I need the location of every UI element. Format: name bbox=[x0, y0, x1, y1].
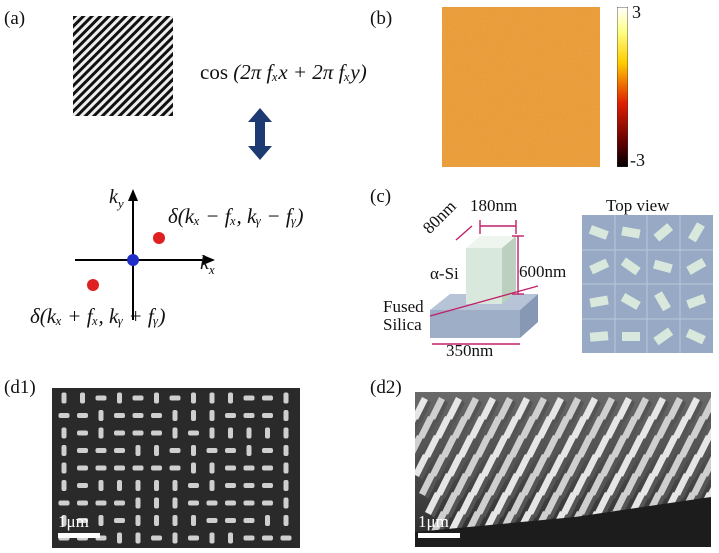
unit-cell-diagram bbox=[429, 220, 539, 345]
substrate-label: Fused Silica bbox=[383, 297, 424, 334]
kx-axis-label: kx bbox=[200, 252, 215, 277]
top-view-title: Top view bbox=[606, 196, 670, 215]
colorbar bbox=[617, 7, 628, 167]
panel-c-label: (c) bbox=[370, 186, 392, 207]
delta-dot-lower bbox=[87, 279, 99, 291]
dim-period-label: 350nm bbox=[446, 341, 494, 360]
delta-dot-upper bbox=[153, 232, 165, 244]
dim-width-label: 180nm bbox=[470, 196, 518, 215]
panel-d1-label: (d1) bbox=[4, 377, 36, 398]
colorbar-min: -3 bbox=[630, 150, 645, 170]
origin-dot bbox=[127, 254, 139, 266]
panel-d2-label: (d2) bbox=[370, 377, 402, 398]
k-space-axes bbox=[75, 189, 215, 320]
sem-image-top bbox=[52, 388, 300, 548]
ky-axis-label: ky bbox=[109, 186, 124, 211]
noise-phase-map bbox=[442, 7, 600, 167]
scalebar-d2: 1μm bbox=[418, 512, 468, 538]
cosine-formula: cos (2π fₓx + 2π fₓy) bbox=[200, 60, 367, 84]
panel-b-label: (b) bbox=[370, 8, 393, 29]
fringe-pattern bbox=[73, 16, 173, 116]
colorbar-max: 3 bbox=[632, 2, 641, 22]
dim-height-label: 600nm bbox=[519, 262, 567, 281]
material-label: α-Si bbox=[430, 264, 459, 283]
delta-upper-formula: δ(kₓ − fₓ, kᵧ − fᵧ) bbox=[168, 204, 304, 228]
top-view-array bbox=[582, 215, 713, 353]
delta-lower-formula: δ(kₓ + fₓ, kᵧ + fᵧ) bbox=[30, 304, 166, 328]
double-arrow-icon bbox=[248, 108, 272, 160]
panel-a-label: (a) bbox=[4, 8, 26, 29]
scalebar-d1: 1μm bbox=[58, 512, 108, 538]
sem-image-tilted bbox=[415, 392, 711, 547]
